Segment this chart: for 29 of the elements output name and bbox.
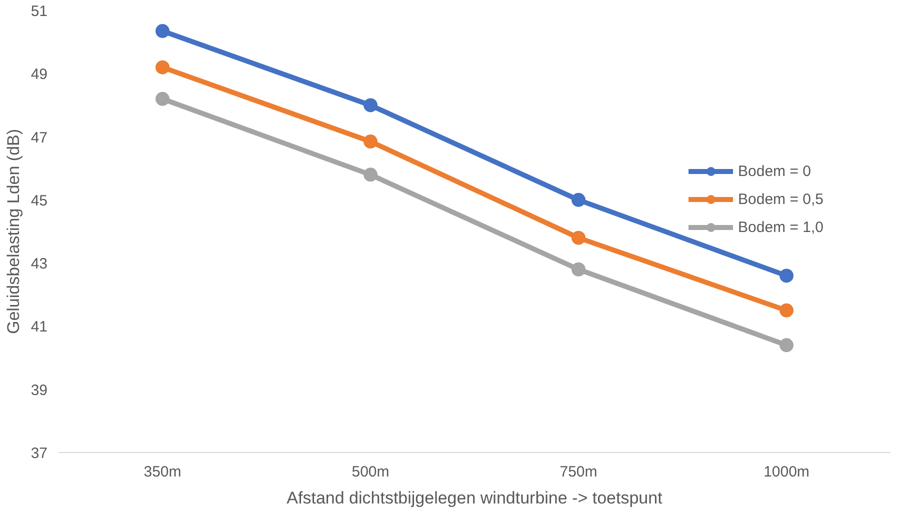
point: [364, 134, 378, 149]
point: [156, 24, 170, 38]
point: [780, 268, 794, 283]
legend-label: Bodem = 0,5: [738, 190, 824, 208]
y-tick-label: 37: [30, 445, 48, 462]
legend-label: Bodem = 1,0: [738, 218, 824, 236]
y-tick-label: 45: [30, 192, 48, 210]
legend-label: Bodem = 0: [738, 162, 811, 180]
point: [572, 262, 586, 276]
x-axis-title: Afstand dichtstbijgelegen windturbine -> toetspunt: [286, 488, 663, 508]
y-tick-label: 47: [30, 129, 48, 146]
point: [780, 303, 794, 318]
point: [780, 338, 794, 352]
x-tick-label: 1000m: [764, 464, 810, 480]
x-tick-label: 500m: [352, 464, 390, 480]
point: [156, 92, 170, 106]
point: [364, 98, 378, 112]
x-tick-label: 350m: [144, 464, 182, 480]
y-tick-label: 41: [30, 318, 48, 336]
y-tick-label: 43: [30, 256, 48, 273]
y-tick-label: 49: [30, 66, 48, 84]
point: [572, 230, 586, 245]
y-tick-label: 39: [30, 382, 48, 399]
point: [572, 192, 586, 207]
x-tick-label: 750m: [560, 464, 598, 480]
point: [156, 60, 170, 74]
point: [364, 168, 378, 182]
y-tick-label: 51: [30, 3, 48, 20]
y-axis-title: Geluidsbelasting Lden (dB): [4, 128, 23, 334]
